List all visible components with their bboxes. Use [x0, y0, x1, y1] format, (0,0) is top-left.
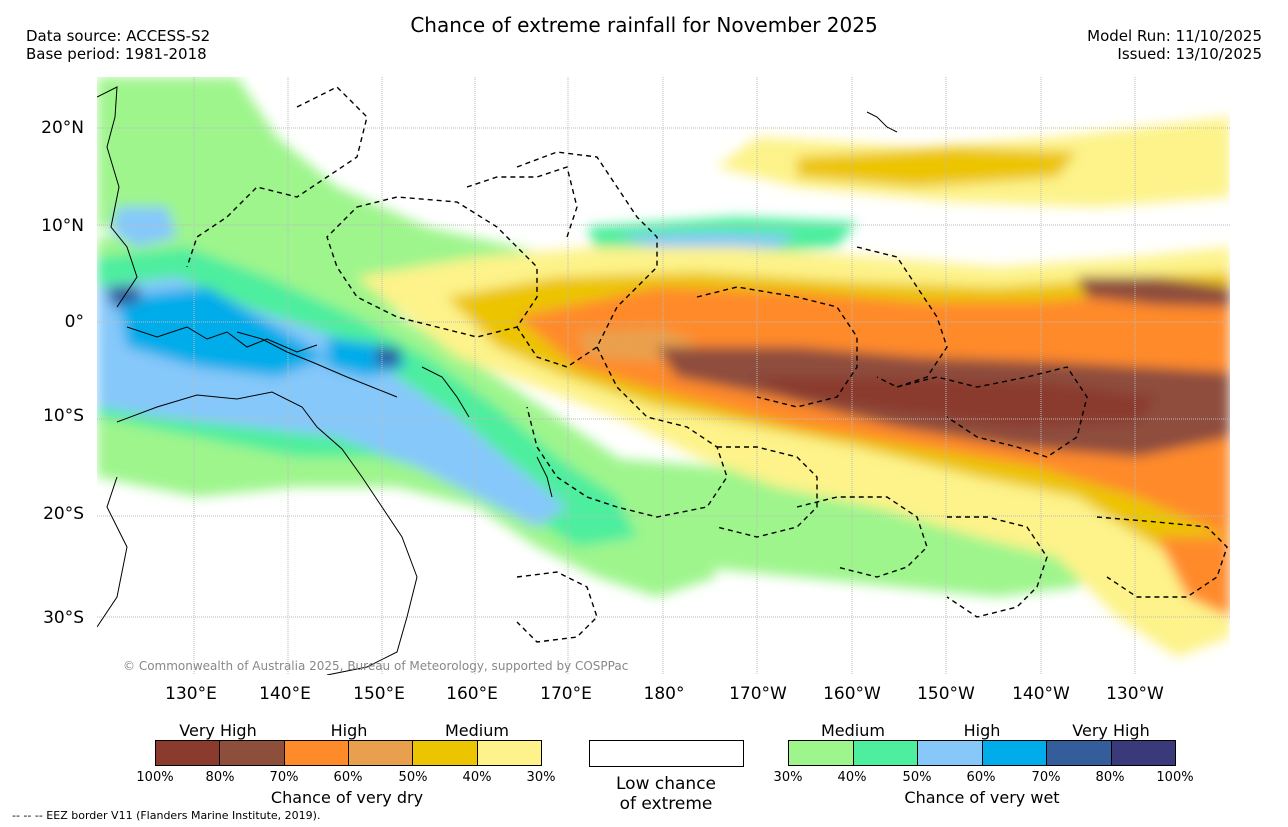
- lon-label: 180°: [643, 684, 685, 704]
- data-source-label: Data source: ACCESS-S2: [26, 27, 211, 45]
- wet-swatch: [982, 741, 1047, 765]
- dry-colorbar: [155, 740, 542, 766]
- dry-tick: 60%: [333, 770, 363, 785]
- wet-tick: 30%: [773, 770, 803, 785]
- lat-label: 0°: [64, 312, 84, 332]
- lon-label: 170°W: [729, 684, 787, 704]
- dry-tick: 70%: [269, 770, 299, 785]
- dry-swatch: [477, 741, 541, 765]
- wet-tick: 50%: [902, 770, 932, 785]
- wet-tick: 80%: [1095, 770, 1125, 785]
- issued-label: Issued: 13/10/2025: [1117, 45, 1262, 63]
- dry-legend-title: Chance of very dry: [270, 788, 424, 807]
- lon-label: 140°W: [1012, 684, 1070, 704]
- wet-swatch: [1047, 741, 1112, 765]
- lon-label: 170°E: [540, 684, 592, 704]
- dry-category-label: Medium: [445, 721, 509, 740]
- dry-tick: 40%: [462, 770, 492, 785]
- low-chance-swatch: [589, 740, 744, 767]
- wet-tick: 40%: [837, 770, 867, 785]
- eez-footnote: -- -- -- EEZ border V11 (Flanders Marine…: [12, 809, 321, 822]
- page-title: Chance of extreme rainfall for November …: [410, 13, 878, 37]
- wet-category-label: Very High: [1072, 721, 1150, 740]
- wet-colorbar: [788, 740, 1176, 766]
- base-period-label: Base period: 1981-2018: [26, 45, 207, 63]
- wet-tick: 100%: [1156, 770, 1194, 785]
- rainfall-map: [97, 77, 1230, 675]
- lat-label: 20°S: [43, 504, 84, 524]
- header-left: Data source: ACCESS-S2 Base period: 1981…: [26, 27, 210, 63]
- dry-swatch: [156, 741, 221, 765]
- lon-label: 160°W: [823, 684, 881, 704]
- probability-field: [97, 77, 1230, 657]
- dry-swatch: [284, 741, 349, 765]
- wet-category-label: High: [963, 721, 1001, 740]
- wet-swatch: [853, 741, 918, 765]
- grid-lines: [97, 77, 1230, 675]
- dry-category-label: High: [330, 721, 368, 740]
- header-right: Model Run: 11/10/2025 Issued: 13/10/2025: [1087, 27, 1262, 63]
- lon-label: 140°E: [259, 684, 311, 704]
- eez-borders: [186, 86, 1228, 643]
- dry-tick: 50%: [398, 770, 428, 785]
- dry-tick: 30%: [526, 770, 556, 785]
- wet-legend-title: Chance of very wet: [904, 788, 1060, 807]
- copyright-label: © Commonwealth of Australia 2025, Bureau…: [123, 659, 629, 673]
- dry-category-label: Very High: [179, 721, 257, 740]
- wet-category-label: Medium: [821, 721, 885, 740]
- wet-swatch: [789, 741, 854, 765]
- lat-label: 10°S: [43, 406, 84, 426]
- dry-tick: 100%: [136, 770, 174, 785]
- lat-label: 30°S: [43, 608, 84, 628]
- dry-tick: 80%: [205, 770, 235, 785]
- wet-tick: 60%: [966, 770, 996, 785]
- lon-label: 130°E: [165, 684, 217, 704]
- lat-label: 10°N: [41, 216, 84, 236]
- lon-label: 150°E: [353, 684, 405, 704]
- lat-label: 20°N: [41, 118, 84, 138]
- lon-label: 160°E: [446, 684, 498, 704]
- low-chance-line2: of extreme: [619, 794, 713, 814]
- low-chance-label: Low chance of extreme: [566, 774, 766, 814]
- wet-tick: 70%: [1031, 770, 1061, 785]
- lon-label: 150°W: [917, 684, 975, 704]
- low-chance-line1: Low chance: [616, 774, 716, 794]
- wet-swatch: [1111, 741, 1175, 765]
- wet-swatch: [918, 741, 983, 765]
- dry-swatch: [220, 741, 285, 765]
- model-run-label: Model Run: 11/10/2025: [1087, 27, 1262, 45]
- dry-swatch: [413, 741, 478, 765]
- coastlines: [97, 86, 898, 675]
- lon-label: 130°W: [1106, 684, 1164, 704]
- dry-swatch: [348, 741, 414, 765]
